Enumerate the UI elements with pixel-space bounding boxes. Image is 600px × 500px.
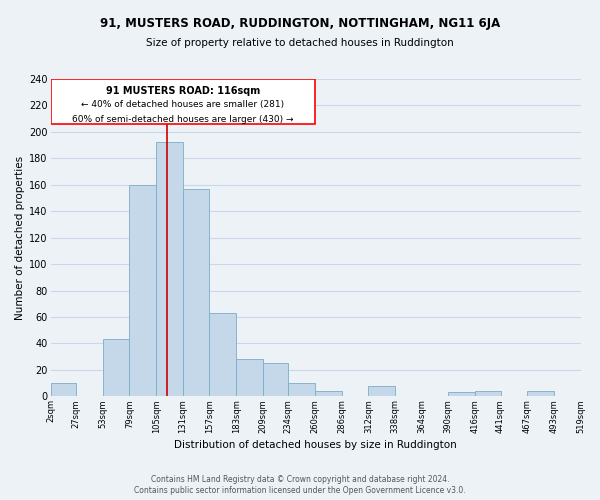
Bar — [236, 360, 263, 397]
Bar — [130, 185, 156, 396]
Bar — [263, 363, 289, 396]
Bar — [156, 142, 183, 396]
Bar — [289, 383, 315, 396]
Bar — [103, 340, 130, 396]
Text: ← 40% of detached houses are smaller (281): ← 40% of detached houses are smaller (28… — [81, 100, 284, 109]
Bar — [183, 188, 209, 396]
Y-axis label: Number of detached properties: Number of detached properties — [15, 156, 25, 320]
Bar — [315, 391, 341, 396]
Text: Contains public sector information licensed under the Open Government Licence v3: Contains public sector information licen… — [134, 486, 466, 495]
Text: 91 MUSTERS ROAD: 116sqm: 91 MUSTERS ROAD: 116sqm — [106, 86, 260, 96]
Bar — [368, 386, 395, 396]
Text: 60% of semi-detached houses are larger (430) →: 60% of semi-detached houses are larger (… — [72, 114, 293, 124]
Bar — [527, 391, 554, 396]
Bar — [209, 313, 236, 396]
Bar — [50, 383, 76, 396]
Bar — [448, 392, 475, 396]
X-axis label: Distribution of detached houses by size in Ruddington: Distribution of detached houses by size … — [174, 440, 457, 450]
Bar — [50, 79, 315, 124]
Text: Size of property relative to detached houses in Ruddington: Size of property relative to detached ho… — [146, 38, 454, 48]
Bar — [475, 391, 500, 396]
Text: 91, MUSTERS ROAD, RUDDINGTON, NOTTINGHAM, NG11 6JA: 91, MUSTERS ROAD, RUDDINGTON, NOTTINGHAM… — [100, 18, 500, 30]
Text: Contains HM Land Registry data © Crown copyright and database right 2024.: Contains HM Land Registry data © Crown c… — [151, 475, 449, 484]
